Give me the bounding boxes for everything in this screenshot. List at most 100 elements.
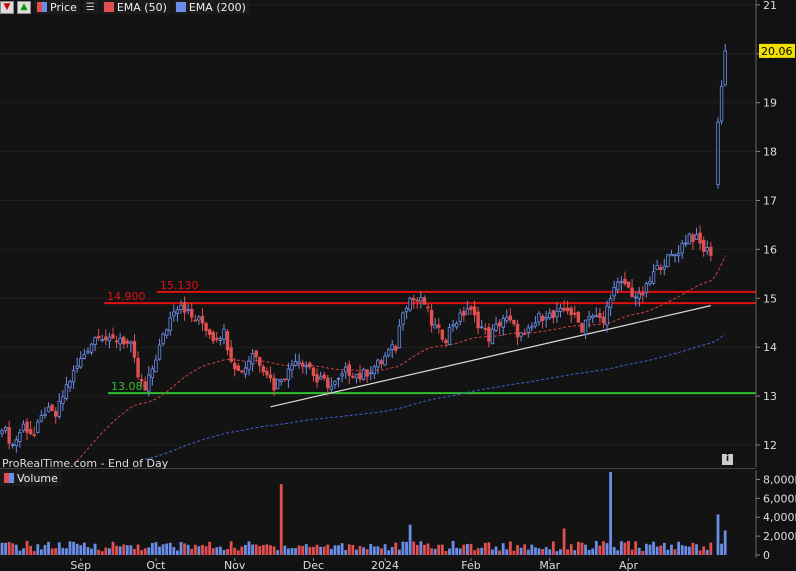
volume-bar	[390, 547, 394, 555]
candle-body	[608, 298, 613, 309]
volume-bar	[201, 544, 204, 555]
candle-body	[612, 286, 616, 297]
volume-bar	[32, 551, 36, 555]
candle-body	[308, 362, 312, 368]
volume-bar	[150, 543, 154, 555]
ema200-swatch	[175, 2, 186, 12]
price-tick-label: 21	[763, 0, 777, 12]
volume-bar	[108, 548, 111, 555]
volume-bar	[369, 544, 373, 555]
time-tick-label: Mar	[539, 559, 560, 571]
ema-50-path	[73, 255, 726, 466]
volume-bar	[143, 548, 147, 555]
last-price-text: 20.06	[761, 45, 793, 58]
candle-body	[279, 379, 283, 382]
volume-bar	[530, 544, 534, 555]
volume-bar	[462, 544, 466, 555]
candle-body	[465, 308, 470, 315]
arrow-up-icon[interactable]: ▲	[17, 0, 31, 14]
candle-body	[50, 404, 54, 412]
volume-bar	[451, 540, 455, 555]
volume-bar	[294, 548, 297, 555]
candle-body	[154, 359, 158, 373]
volume-bar	[580, 542, 584, 555]
candle-body	[318, 376, 323, 380]
candle-body	[480, 326, 484, 329]
volume-bar	[65, 548, 68, 555]
volume-bar	[412, 541, 416, 555]
volume-bar	[186, 544, 190, 555]
volume-bar	[100, 551, 104, 555]
info-icon[interactable]: i	[722, 454, 733, 465]
volume-bar	[605, 543, 609, 555]
candle-body	[576, 311, 581, 323]
legend-price[interactable]: Price	[34, 0, 80, 14]
volume-bar	[183, 543, 186, 555]
candle-body	[114, 340, 119, 343]
volume-bar	[344, 549, 348, 555]
arrow-down-icon[interactable]: ▼	[0, 0, 14, 14]
volume-bar	[466, 543, 469, 555]
volume-bar	[544, 547, 548, 555]
candle-body	[243, 367, 248, 375]
candle-body	[548, 312, 552, 319]
volume-bar	[655, 546, 659, 555]
volume-bar	[4, 542, 7, 555]
price-levels: 15.130 14.900 13.080	[104, 279, 756, 395]
candle-body	[261, 366, 266, 373]
candle-body	[447, 327, 452, 346]
candle-body	[490, 328, 495, 345]
candle-body	[336, 378, 341, 380]
volume-bar	[226, 549, 229, 555]
candle-body	[82, 354, 87, 359]
volume-bar	[627, 540, 630, 555]
volume-bar	[705, 549, 709, 555]
legend-ema50[interactable]: EMA (50)	[100, 0, 170, 14]
candle-body	[583, 319, 588, 335]
volume-bar	[233, 547, 237, 555]
volume-bar	[97, 549, 101, 555]
volume-bar	[347, 544, 351, 555]
candle-body	[433, 324, 437, 329]
volume-bar	[36, 544, 40, 555]
volume-bar	[254, 544, 258, 555]
volume-bar	[505, 549, 509, 555]
candle-body	[383, 355, 387, 366]
volume-bars	[0, 471, 727, 555]
volume-bar	[576, 541, 580, 555]
volume-bar	[61, 547, 65, 555]
volume-bar	[244, 544, 247, 555]
volume-bar	[408, 524, 412, 555]
candle-body	[25, 421, 29, 433]
price-tick-label: 13	[763, 390, 777, 403]
candle-body	[483, 328, 487, 331]
volume-legend[interactable]: Volume	[0, 470, 62, 486]
candle-body	[469, 306, 473, 310]
volume-bar	[548, 549, 552, 555]
candle-body	[591, 315, 595, 318]
candle-body	[437, 324, 441, 328]
candle-body	[161, 333, 165, 345]
candle-body	[258, 357, 262, 366]
candle-body	[684, 242, 688, 245]
legend-ema200[interactable]: EMA (200)	[172, 0, 249, 14]
price-tick-label: 16	[763, 243, 777, 256]
volume-bar	[662, 542, 666, 555]
volume-bar	[236, 550, 240, 555]
candle-body	[619, 281, 624, 284]
volume-bar	[512, 550, 516, 555]
candle-body	[361, 369, 366, 380]
ema-200-line	[145, 333, 726, 460]
candle-body	[390, 344, 394, 350]
ema-200-path	[145, 333, 726, 460]
volume-bar	[516, 545, 519, 555]
volume-bar	[93, 543, 97, 555]
volume-bar	[555, 551, 559, 555]
volume-bar	[72, 541, 75, 555]
candle-body	[680, 242, 684, 254]
volume-bar	[652, 541, 655, 555]
volume-bar	[376, 546, 380, 555]
legend-settings[interactable]: ☰	[82, 0, 98, 14]
volume-bar	[609, 471, 612, 555]
volume-bar	[265, 544, 269, 555]
